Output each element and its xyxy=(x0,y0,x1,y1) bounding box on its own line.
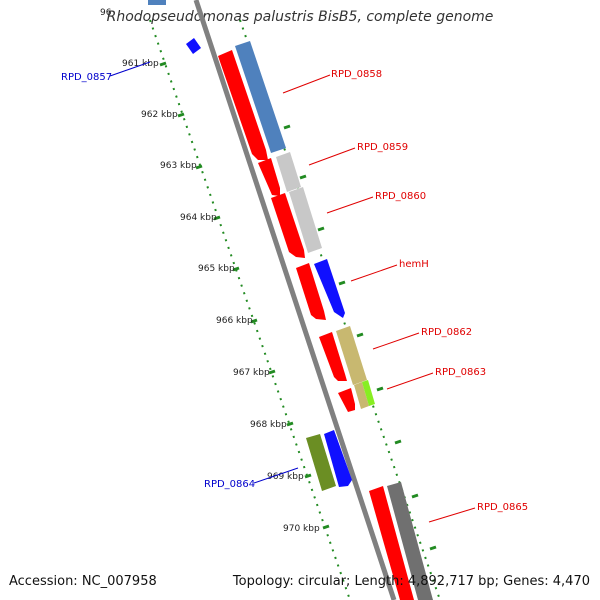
label-hemh: hemH xyxy=(399,259,429,270)
gene-small-blue-top xyxy=(186,38,201,54)
tick-label-961: 961 kbp xyxy=(122,59,159,69)
gene-rpd0863-red xyxy=(338,388,355,412)
tick-label-963: 963 kbp xyxy=(160,161,197,171)
gene-rpd0860-red xyxy=(271,193,305,258)
gene-rpd0864-olive xyxy=(306,434,336,491)
label-rpd0859: RPD_0859 xyxy=(357,142,408,153)
gene-rpd0865-darkgray xyxy=(387,482,433,600)
gene-rpd0863-lime xyxy=(362,380,375,406)
tick-label-964: 964 kbp xyxy=(180,213,217,223)
tick-label-966: 966 kbp xyxy=(216,316,253,326)
tick-label-cut: 96 xyxy=(100,8,112,18)
tick-label-968: 968 kbp xyxy=(250,420,287,430)
accession-text: Accession: NC_007958 xyxy=(9,574,157,589)
label-rpd0857: RPD_0857 xyxy=(61,72,112,83)
label-rpd0865: RPD_0865 xyxy=(477,502,528,513)
gene-rpd0858-red xyxy=(218,50,268,160)
gene-rpd0860-gray xyxy=(289,187,322,253)
label-rpd0862: RPD_0862 xyxy=(421,327,472,338)
gene-rpd0859-gray xyxy=(276,152,301,192)
label-rpd0858: RPD_0858 xyxy=(331,69,382,80)
right-labels: RPD_0858 RPD_0859 RPD_0860 hemH RPD_0862… xyxy=(282,69,528,523)
gene-rpd0859-red xyxy=(258,158,280,196)
gene-rpd0858-steelblue xyxy=(235,41,286,153)
gene-hemh-red xyxy=(296,263,326,320)
tick-label-970: 970 kbp xyxy=(283,524,320,534)
left-track-marks xyxy=(159,61,330,530)
label-rpd0864: RPD_0864 xyxy=(204,479,255,490)
gene-rpd0862-red xyxy=(319,332,347,381)
tick-label-967: 967 kbp xyxy=(233,368,270,378)
tick-label-962: 962 kbp xyxy=(141,110,178,120)
gene-rpd0863-khaki xyxy=(354,382,369,409)
gene-rpd0864-blue xyxy=(324,430,352,487)
gene-rpd0865-red xyxy=(369,486,414,600)
gene-rpd0862-khaki xyxy=(336,326,367,385)
label-rpd0863: RPD_0863 xyxy=(435,367,486,378)
topology-text: Topology: circular; Length: 4,892,717 bp… xyxy=(232,574,590,589)
genome-backbone xyxy=(193,0,397,600)
tick-labels: 96 961 kbp 962 kbp 963 kbp 964 kbp 965 k… xyxy=(100,8,320,534)
label-rpd0860: RPD_0860 xyxy=(375,191,426,202)
tick-label-969: 969 kbp xyxy=(267,472,304,482)
left-labels: RPD_0857 RPD_0864 xyxy=(61,61,299,490)
tick-label-965: 965 kbp xyxy=(198,264,235,274)
gene-hemh-blue xyxy=(314,259,345,318)
gene-top-cut xyxy=(148,0,166,5)
right-track-marks xyxy=(283,124,437,551)
